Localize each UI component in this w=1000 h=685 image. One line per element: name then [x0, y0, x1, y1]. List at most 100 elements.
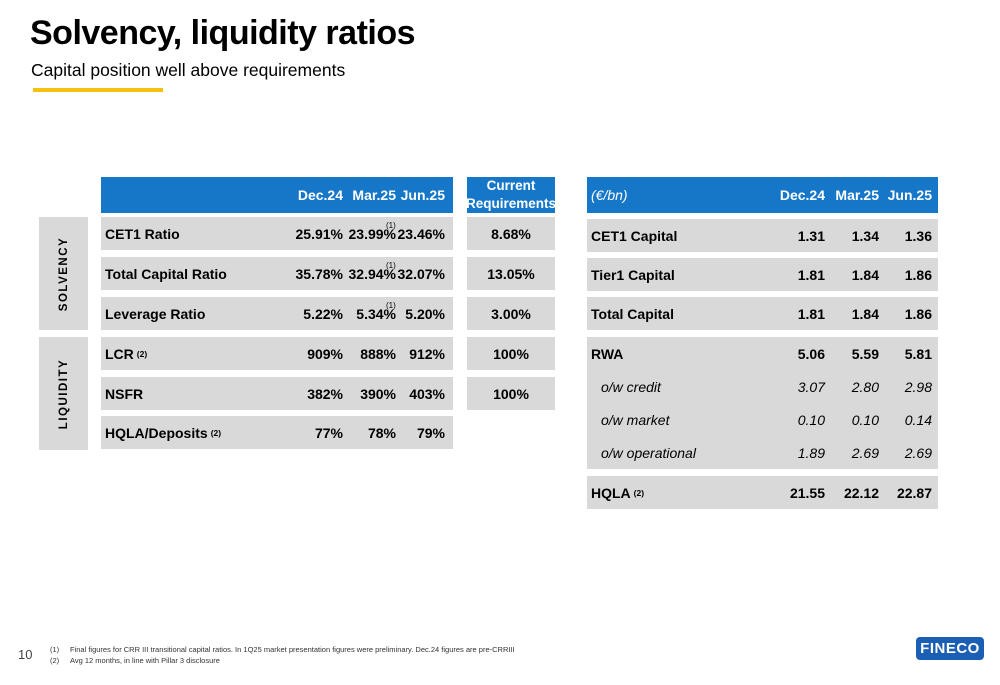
- right-header-dec24: Dec.24: [779, 187, 825, 203]
- row-label: Total Capital Ratio: [105, 265, 227, 282]
- value-dec24: 3.07: [797, 378, 825, 395]
- value-dec24: 382%: [307, 385, 343, 402]
- value-jun25: 79%: [416, 424, 445, 441]
- header-mar25: Mar.25: [352, 187, 396, 203]
- value-dec24: 1.81: [797, 266, 825, 283]
- right-table-row: Tier1 Capital 1.81 1.84 1.86: [587, 258, 938, 291]
- value-dec24: 5.22%: [303, 305, 343, 322]
- row-label: HQLA/Deposits (2): [105, 424, 222, 441]
- value-jun25: 2.69: [904, 444, 932, 461]
- title-accent-bar: [33, 88, 163, 92]
- value-jun25: 1.86: [904, 266, 932, 283]
- value-dec24: 21.55: [789, 484, 825, 501]
- mar25-footnote-ref: (1): [386, 221, 396, 230]
- left-table-row: Leverage Ratio 5.22% 5.34% 5.20% (1): [101, 297, 453, 330]
- page-title: Solvency, liquidity ratios: [30, 14, 416, 52]
- row-label: o/w market: [601, 411, 670, 428]
- value-jun25: 5.20%: [405, 305, 445, 322]
- right-table-subrow: o/w market 0.10 0.10 0.14: [587, 403, 938, 436]
- value-jun25: 32.07%: [397, 265, 445, 282]
- row-label: Tier1 Capital: [591, 266, 675, 283]
- right-table-row: CET1 Capital 1.31 1.34 1.36: [587, 219, 938, 252]
- rwa-block: [587, 337, 938, 469]
- value-jun25: 5.81: [904, 345, 932, 362]
- requirement-cell: 13.05%: [467, 257, 555, 290]
- value-dec24: 1.31: [797, 227, 825, 244]
- row-label: Total Capital: [591, 305, 674, 322]
- footnote-2: (2) Avg 12 months, in line with Pillar 3 …: [50, 656, 220, 665]
- value-mar25: 888%: [360, 345, 396, 362]
- left-table-row: Total Capital Ratio 35.78% 32.94% 32.07% (1): [101, 257, 453, 290]
- right-table-row: HQLA (2) 21.55 22.12 22.87: [587, 476, 938, 509]
- value-mar25: 78%: [367, 424, 396, 441]
- right-header-mar25: Mar.25: [835, 187, 879, 203]
- value-mar25: 22.12: [843, 484, 879, 501]
- row-label: o/w operational: [601, 444, 696, 461]
- value-mar25: 1.34: [851, 227, 879, 244]
- requirement-cell: 100%: [467, 377, 555, 410]
- value-jun25: 2.98: [904, 378, 932, 395]
- value-mar25: 2.80: [851, 378, 879, 395]
- requirements-header-label: Current Requirements: [466, 178, 557, 211]
- value-mar25: 32.94%: [348, 265, 396, 282]
- value-mar25: 1.84: [851, 305, 879, 322]
- left-table-row: CET1 Ratio 25.91% 23.99% 23.46% (1): [101, 217, 453, 250]
- mar25-footnote-ref: (1): [386, 301, 396, 310]
- footnote-ref: (2): [210, 427, 222, 438]
- requirement-cell: 8.68%: [467, 217, 555, 250]
- left-table-row: NSFR 382% 390% 403%: [101, 377, 453, 410]
- value-mar25: 1.84: [851, 266, 879, 283]
- value-jun25: 1.36: [904, 227, 932, 244]
- row-label: RWA: [591, 345, 624, 362]
- value-jun25: 0.14: [904, 411, 932, 428]
- value-mar25: 390%: [360, 385, 396, 402]
- fineco-logo: FINECO: [916, 637, 984, 660]
- left-table-row: HQLA/Deposits (2) 77% 78% 79%: [101, 416, 453, 449]
- right-table-row: Total Capital 1.81 1.84 1.86: [587, 297, 938, 330]
- requirement-cell: 3.00%: [467, 297, 555, 330]
- left-table-row: LCR (2) 909% 888% 912%: [101, 337, 453, 370]
- requirement-value: 100%: [493, 385, 529, 402]
- right-table-subrow: o/w operational 1.89 2.69 2.69: [587, 436, 938, 469]
- requirement-value: 3.00%: [491, 305, 531, 322]
- requirement-cell: 100%: [467, 337, 555, 370]
- left-table-header: Dec.24 Mar.25 Jun.25: [101, 177, 453, 213]
- page-subtitle: Capital position well above requirements: [31, 60, 346, 80]
- row-label: HQLA (2): [591, 484, 645, 501]
- solvency-section-label: SOLVENCY: [39, 217, 88, 330]
- right-table-subrow: o/w credit 3.07 2.80 2.98: [587, 370, 938, 403]
- requirements-header: Current Requirements: [466, 177, 557, 213]
- value-jun25: 1.86: [904, 305, 932, 322]
- row-label: Leverage Ratio: [105, 305, 206, 322]
- requirement-value: 13.05%: [487, 265, 535, 282]
- value-mar25: 2.69: [851, 444, 879, 461]
- value-jun25: 23.46%: [397, 225, 445, 242]
- footnote-ref: (2): [136, 348, 148, 359]
- row-label: CET1 Capital: [591, 227, 678, 244]
- row-label: o/w credit: [601, 378, 661, 395]
- header-jun25: Jun.25: [400, 187, 445, 203]
- value-dec24: 5.06: [797, 345, 825, 362]
- value-dec24: 909%: [307, 345, 343, 362]
- value-mar25: 23.99%: [348, 225, 396, 242]
- mar25-footnote-ref: (1): [386, 261, 396, 270]
- value-mar25: 5.59: [851, 345, 879, 362]
- requirement-value: 100%: [493, 345, 529, 362]
- value-mar25: 0.10: [851, 411, 879, 428]
- value-dec24: 25.91%: [295, 225, 343, 242]
- row-label: LCR (2): [105, 345, 148, 362]
- value-mar25: 5.34%: [356, 305, 396, 322]
- value-jun25: 403%: [409, 385, 445, 402]
- unit-label: (€/bn): [591, 187, 628, 203]
- value-dec24: 77%: [314, 424, 343, 441]
- value-dec24: 1.89: [797, 444, 825, 461]
- value-jun25: 22.87: [896, 484, 932, 501]
- value-dec24: 1.81: [797, 305, 825, 322]
- liquidity-section-label: LIQUIDITY: [39, 337, 88, 450]
- right-header-jun25: Jun.25: [887, 187, 932, 203]
- right-table-header: (€/bn) Dec.24 Mar.25 Jun.25: [587, 177, 938, 213]
- requirement-value: 8.68%: [491, 225, 531, 242]
- row-label: NSFR: [105, 385, 144, 402]
- row-label: CET1 Ratio: [105, 225, 180, 242]
- value-dec24: 0.10: [797, 411, 825, 428]
